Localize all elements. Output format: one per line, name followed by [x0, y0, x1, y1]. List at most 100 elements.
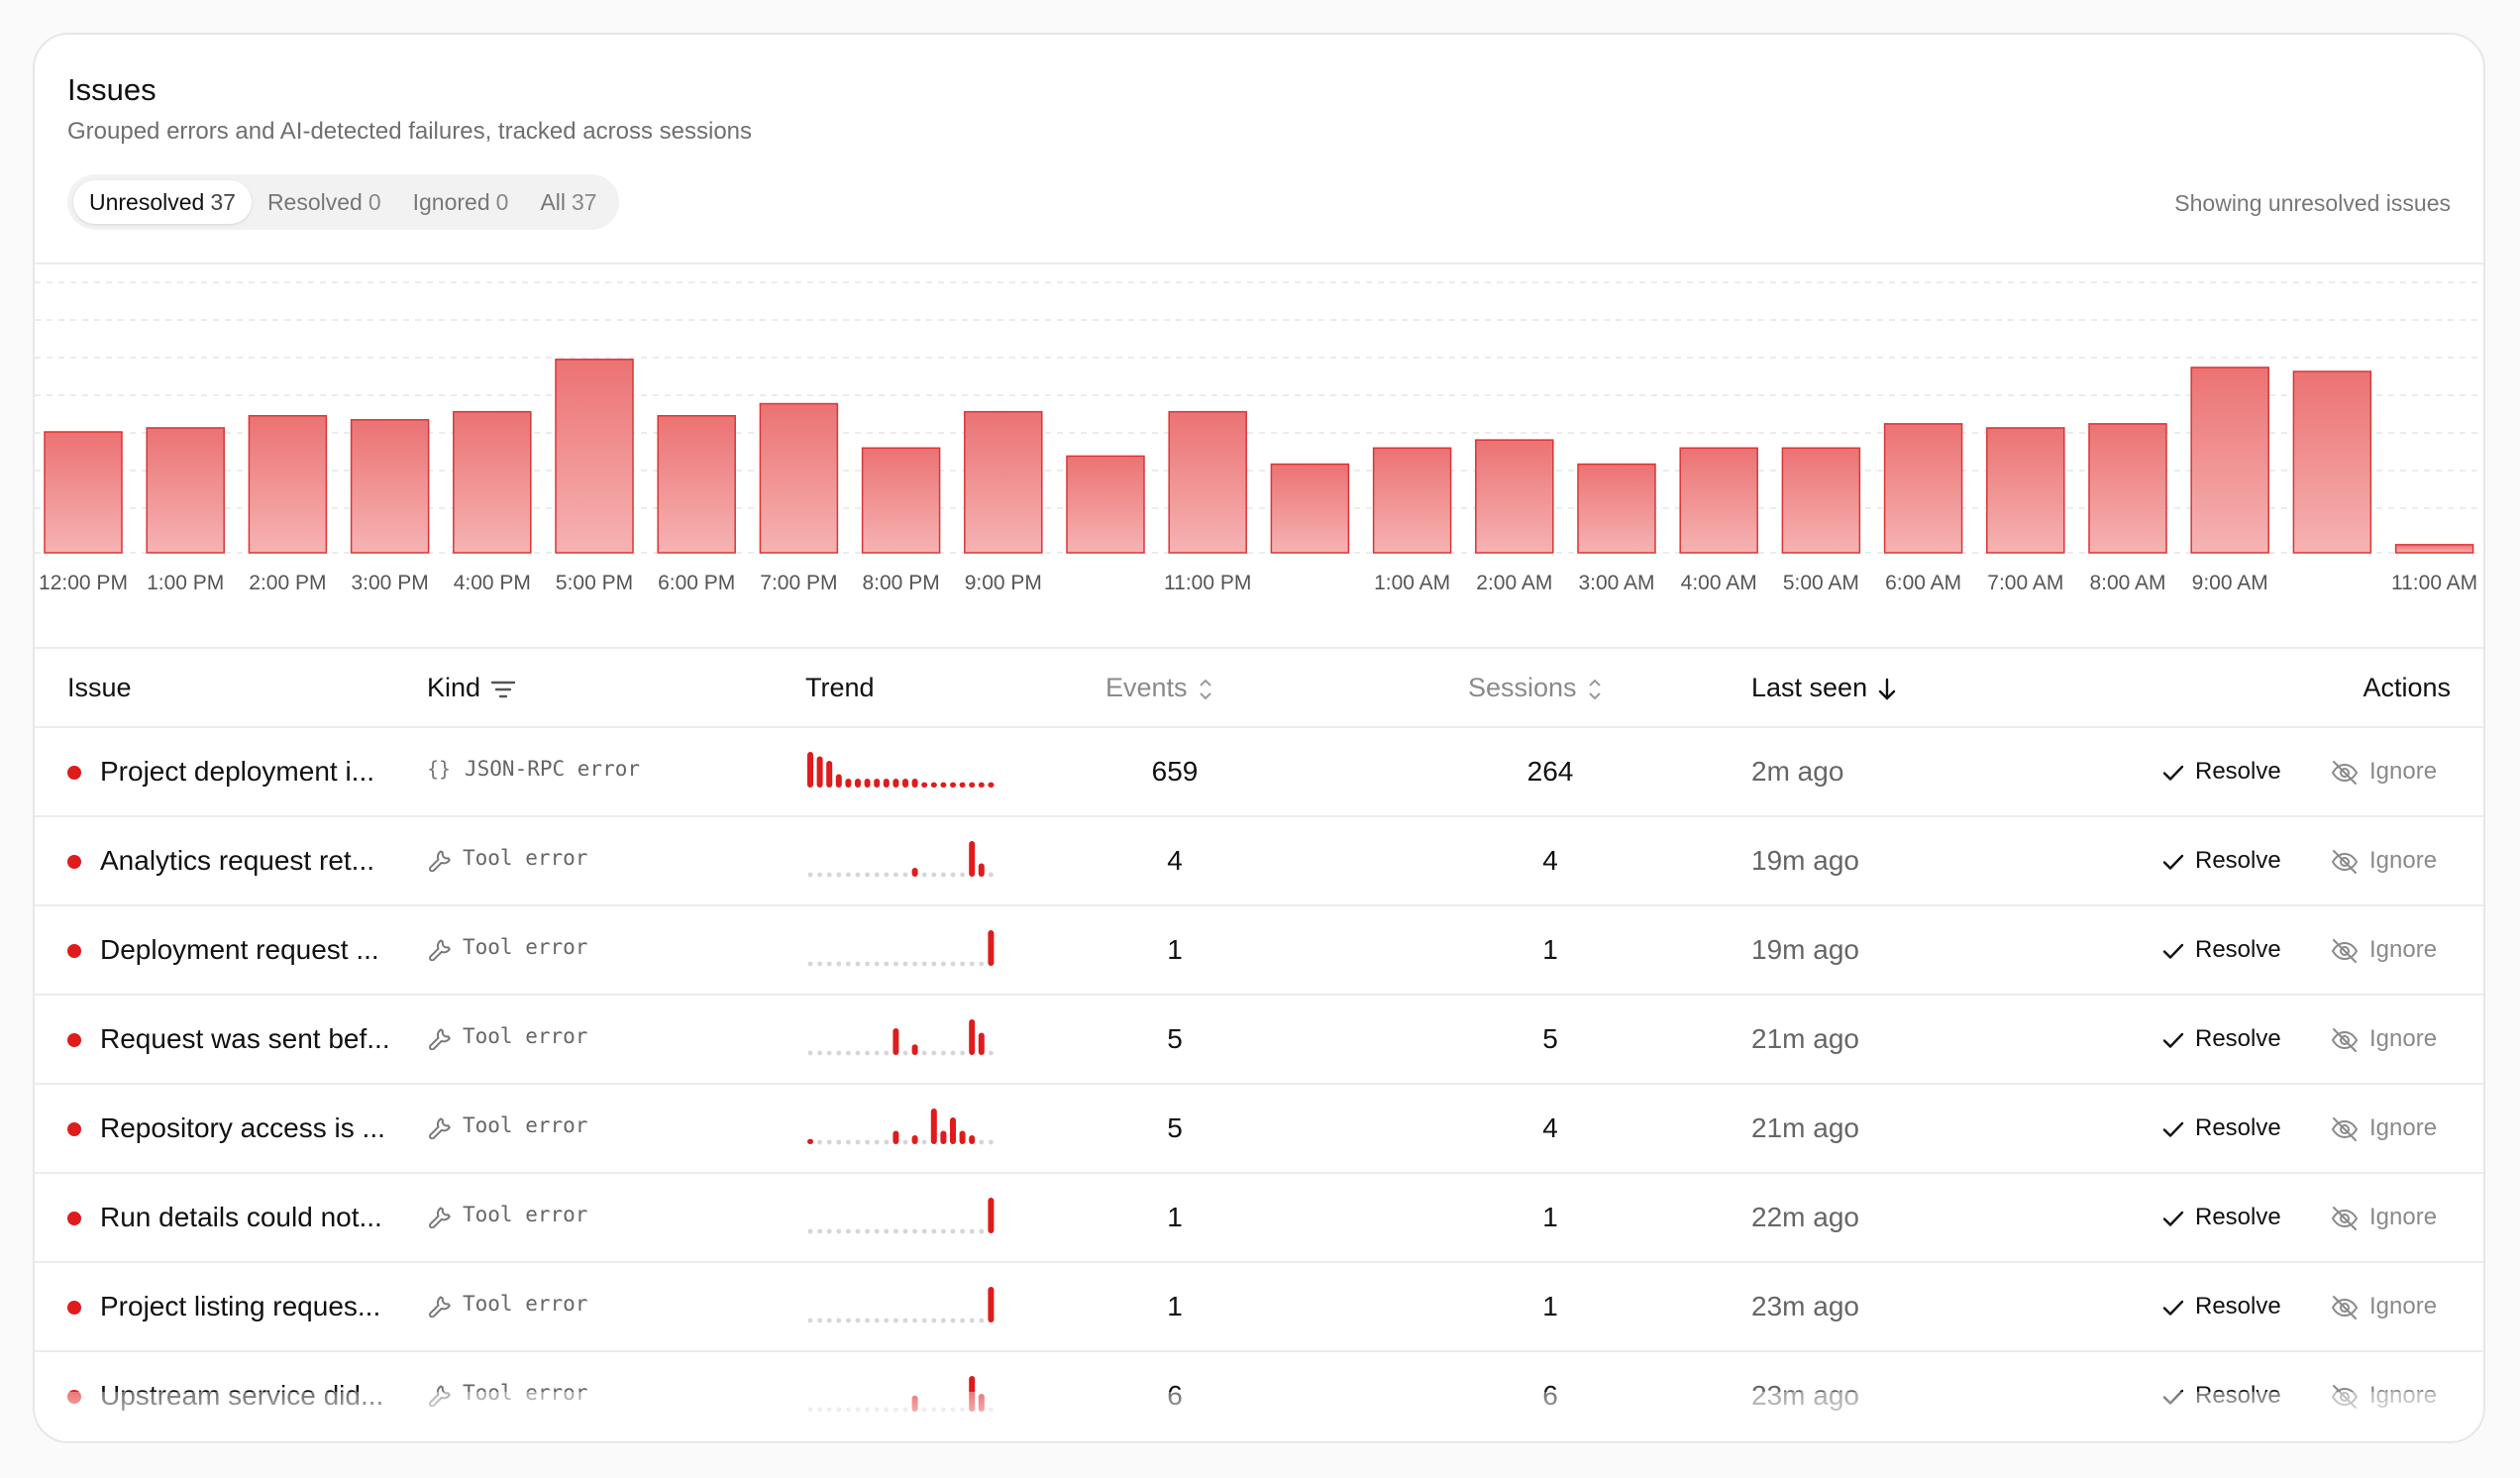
- histogram-bar[interactable]: [964, 410, 1043, 554]
- col-sessions[interactable]: Sessions: [1468, 649, 1603, 726]
- tab-label: All: [540, 189, 566, 215]
- histogram-bar[interactable]: [146, 427, 225, 554]
- events-count: 1: [1167, 934, 1183, 965]
- ignore-button[interactable]: Ignore: [2330, 996, 2437, 1083]
- issue-title[interactable]: Analytics request ret...: [100, 845, 375, 876]
- resolve-button[interactable]: Resolve: [2161, 1263, 2281, 1350]
- ignore-button[interactable]: Ignore: [2330, 817, 2437, 904]
- issue-title[interactable]: Repository access is ...: [100, 1112, 385, 1143]
- tab-unresolved[interactable]: Unresolved 37: [73, 180, 252, 224]
- ignore-button[interactable]: Ignore: [2330, 1085, 2437, 1172]
- resolve-button[interactable]: Resolve: [2161, 906, 2281, 994]
- table-row[interactable]: Deployment request ... Tool error 1 1 19m ag…: [35, 906, 2483, 996]
- issue-title[interactable]: Deployment request ...: [100, 934, 379, 965]
- table-row[interactable]: Project listing reques... Tool error 1 1 23m…: [35, 1263, 2483, 1352]
- ignore-button[interactable]: Ignore: [2330, 906, 2437, 994]
- sparkline-bar: [988, 1287, 995, 1322]
- trend-sparkline: [805, 817, 1003, 904]
- col-events[interactable]: Events: [1105, 649, 1213, 726]
- last-seen: 21m ago: [1751, 1023, 1859, 1054]
- x-tick-label: 2:00 PM: [249, 572, 326, 594]
- col-last-seen-label: Last seen: [1751, 673, 1868, 702]
- sparkline-empty-dot: [893, 961, 898, 967]
- kind-label: Tool error: [463, 1292, 588, 1316]
- sparkline-empty-dot: [826, 1139, 832, 1145]
- histogram-bar[interactable]: [248, 414, 328, 554]
- sparkline-empty-dot: [817, 961, 822, 967]
- sparkline-empty-dot: [902, 872, 908, 878]
- sparkline-bar: [902, 779, 908, 788]
- eye-off-icon: [2331, 1027, 2359, 1052]
- histogram-bar[interactable]: [1066, 455, 1145, 554]
- histogram-bar[interactable]: [1475, 439, 1554, 554]
- kind-cell: Tool error: [427, 996, 587, 1083]
- resolve-button[interactable]: Resolve: [2161, 1085, 2281, 1172]
- histogram-bar[interactable]: [1577, 463, 1656, 554]
- sparkline-empty-dot: [960, 872, 965, 878]
- histogram-bar[interactable]: [350, 419, 430, 554]
- severity-dot: [67, 855, 81, 869]
- kind-label: Tool error: [463, 1024, 588, 1048]
- histogram-bar[interactable]: [1679, 447, 1758, 554]
- sparkline-bar: [988, 930, 995, 966]
- resolve-button[interactable]: Resolve: [2161, 996, 2281, 1083]
- trend-sparkline: [805, 728, 1003, 815]
- histogram-bar[interactable]: [657, 414, 736, 554]
- kind-label: Tool error: [463, 935, 588, 959]
- histogram-bar[interactable]: [1168, 410, 1247, 554]
- histogram-bar[interactable]: [1883, 423, 1963, 554]
- last-seen: 2m ago: [1751, 756, 1844, 787]
- table-body: Project deployment i... {} JSON-RPC error 6…: [35, 728, 2483, 1441]
- histogram-bar[interactable]: [1986, 427, 2065, 554]
- histogram-bar[interactable]: [555, 359, 634, 554]
- issue-title[interactable]: Run details could not...: [100, 1202, 382, 1232]
- tab-ignored[interactable]: Ignored 0: [397, 180, 525, 224]
- histogram-bar[interactable]: [759, 402, 839, 554]
- sparkline-empty-dot: [817, 1139, 822, 1145]
- resolve-button[interactable]: Resolve: [2161, 728, 2281, 815]
- sparkline-bar: [835, 774, 842, 788]
- eye-off-icon: [2331, 938, 2359, 963]
- histogram-bar[interactable]: [1781, 447, 1861, 554]
- x-tick-label: 12:00 PM: [39, 572, 128, 594]
- kind-cell: Tool error: [427, 1263, 587, 1350]
- sparkline-empty-dot: [893, 1228, 898, 1234]
- sparkline-empty-dot: [865, 1228, 870, 1234]
- filter-icon[interactable]: [490, 680, 516, 699]
- resolve-button[interactable]: Resolve: [2161, 817, 2281, 904]
- tab-all[interactable]: All 37: [524, 180, 612, 224]
- tab-resolved[interactable]: Resolved 0: [252, 180, 397, 224]
- histogram-bar[interactable]: [1372, 447, 1452, 554]
- histogram-bar[interactable]: [453, 410, 532, 554]
- issue-title[interactable]: Project listing reques...: [100, 1291, 381, 1321]
- sparkline-empty-dot: [979, 1228, 985, 1234]
- ignore-button[interactable]: Ignore: [2330, 728, 2437, 815]
- sparkline-bar: [969, 1135, 976, 1144]
- histogram-bar[interactable]: [2292, 370, 2372, 554]
- resolve-button[interactable]: Resolve: [2161, 1174, 2281, 1261]
- issue-title[interactable]: Project deployment i...: [100, 756, 375, 787]
- ignore-button[interactable]: Ignore: [2330, 1174, 2437, 1261]
- table-row[interactable]: Repository access is ... Tool error 5 4 21m …: [35, 1085, 2483, 1174]
- col-kind[interactable]: Kind: [427, 649, 516, 726]
- histogram-bar[interactable]: [1270, 463, 1350, 554]
- histogram-bar[interactable]: [2088, 423, 2167, 554]
- histogram-bar[interactable]: [861, 447, 941, 554]
- table-row[interactable]: Project deployment i... {} JSON-RPC error 6…: [35, 728, 2483, 817]
- histogram-bar[interactable]: [2394, 544, 2474, 554]
- issue-title[interactable]: Request was sent bef...: [100, 1023, 390, 1054]
- histogram-bar[interactable]: [44, 431, 123, 554]
- table-row[interactable]: Analytics request ret... Tool error 4 4 19m …: [35, 817, 2483, 906]
- col-last-seen[interactable]: Last seen: [1751, 649, 1897, 726]
- x-tick-label: 7:00 AM: [1987, 572, 2063, 594]
- table-row[interactable]: Run details could not... Tool error 1 1 22m …: [35, 1174, 2483, 1263]
- tab-count: 0: [495, 189, 509, 215]
- sparkline-empty-dot: [902, 961, 908, 967]
- sparkline-svg: [807, 930, 995, 967]
- sparkline-empty-dot: [950, 1050, 956, 1056]
- ignore-button[interactable]: Ignore: [2330, 1263, 2437, 1350]
- sparkline-bar: [969, 1019, 976, 1055]
- table-row[interactable]: Request was sent bef... Tool error 5 5 21m a…: [35, 996, 2483, 1085]
- sessions-count: 5: [1542, 1023, 1558, 1054]
- histogram-bar[interactable]: [2190, 367, 2269, 554]
